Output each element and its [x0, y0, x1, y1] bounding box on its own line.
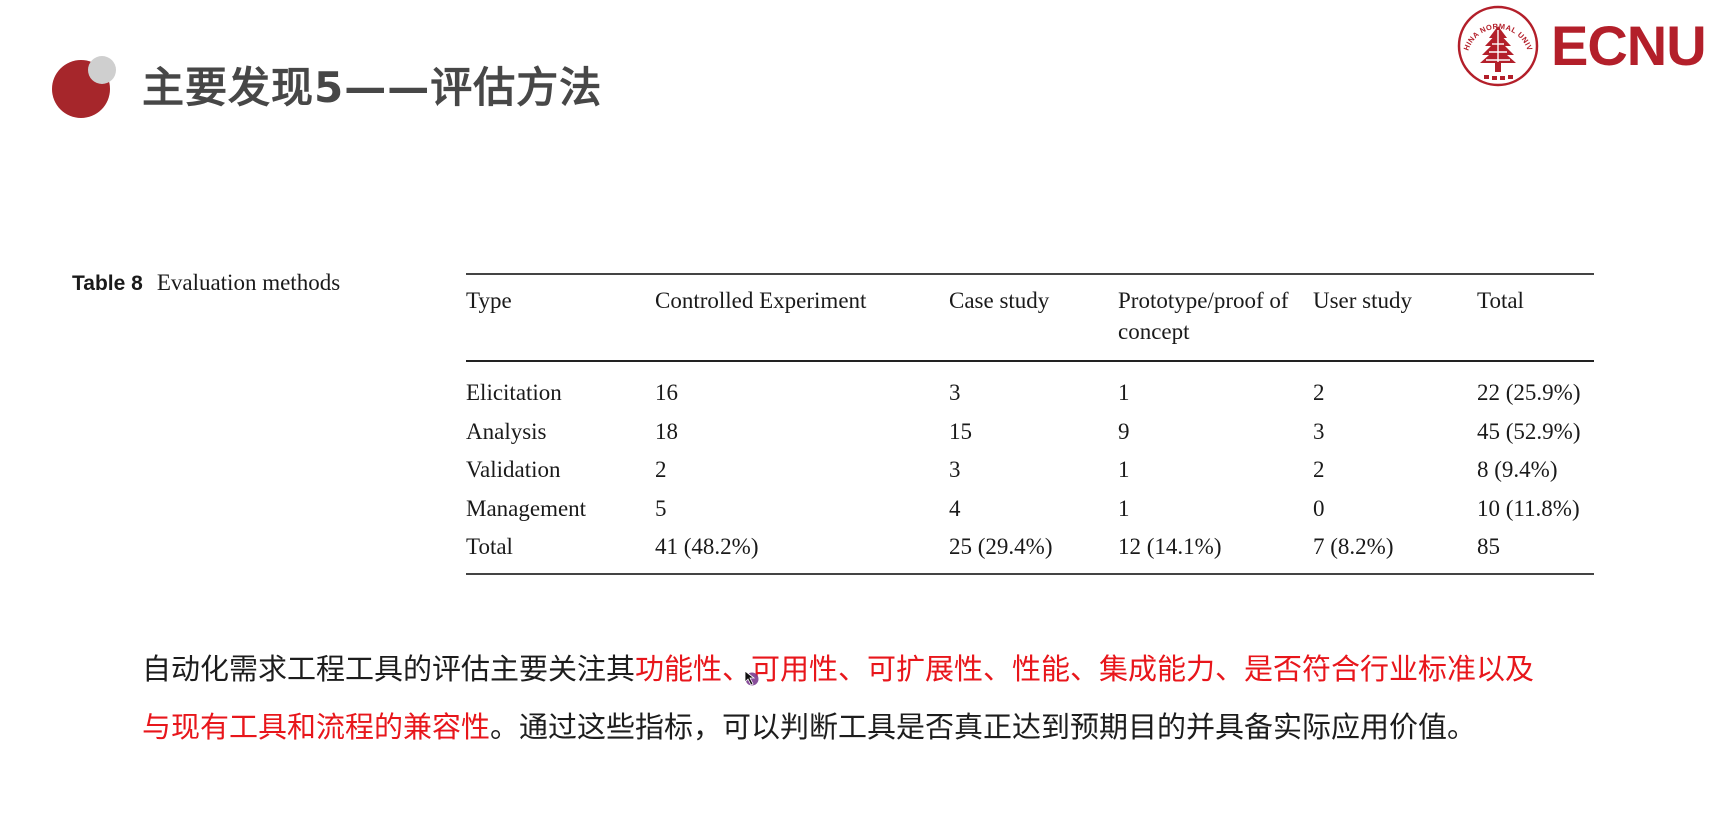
table-cell: 18	[655, 418, 678, 444]
university-seal-icon: EAST CHINA NORMAL UNIVERSITY	[1456, 4, 1539, 87]
table-cell: 2	[1313, 380, 1325, 406]
summary-paragraph: 自动化需求工程工具的评估主要关注其功能性、可用性、可扩展性、性能、集成能力、是否…	[142, 640, 1562, 756]
title-bullet-icon	[52, 56, 116, 118]
logo-wordmark: ECNU	[1551, 14, 1707, 77]
table-cell: 1	[1118, 495, 1130, 521]
table-caption-number: Table 8	[72, 272, 143, 295]
table-cell: 3	[949, 380, 961, 406]
table-cell: 2	[655, 457, 667, 483]
table-cell: 16	[655, 380, 678, 406]
paragraph-intro: 自动化需求工程工具的评估主要关注其	[142, 652, 636, 686]
table-cell: 85	[1477, 534, 1500, 560]
paragraph-highlight: 功能性、可用性、可扩展性、性能、集成能力、是否符合行业标准以及与现有工具和流程的…	[142, 652, 1535, 744]
table-cell: 12 (14.1%)	[1118, 534, 1222, 560]
evaluation-methods-table: Type Controlled Experiment Case study Pr…	[466, 273, 1594, 575]
table-row: Total 41 (48.2%) 25 (29.4%) 12 (14.1%) 7…	[466, 528, 1594, 574]
table-cell: 8 (9.4%)	[1477, 457, 1558, 483]
table-cell: Elicitation	[466, 380, 562, 406]
table-cell: 3	[1313, 418, 1325, 444]
table-cell: Total	[466, 534, 513, 560]
table-cell: 2	[1313, 457, 1325, 483]
table-cell: 4	[949, 495, 961, 521]
table-row: Elicitation 16 3 1 2 22 (25.9%)	[466, 361, 1594, 413]
table-cell: 0	[1313, 495, 1325, 521]
column-header: Prototype/proof of concept	[1118, 288, 1289, 344]
table-row: Management 5 4 1 0 10 (11.8%)	[466, 490, 1594, 529]
table-cell: 41 (48.2%)	[655, 534, 759, 560]
table-cell: 15	[949, 418, 972, 444]
table-cell: 9	[1118, 418, 1130, 444]
table-cell: 1	[1118, 380, 1130, 406]
table-row: Analysis 18 15 9 3 45 (52.9%)	[466, 413, 1594, 452]
table-cell: 45 (52.9%)	[1477, 418, 1581, 444]
table-caption-text: Evaluation methods	[156, 270, 341, 295]
table-cell: 3	[949, 457, 961, 483]
column-header: Total	[1477, 288, 1524, 313]
column-header: Controlled Experiment	[655, 288, 867, 313]
table-header-row: Type Controlled Experiment Case study Pr…	[466, 274, 1594, 361]
table-cell: Management	[466, 495, 587, 521]
table-cell: Analysis	[466, 418, 547, 444]
table-cell: 1	[1118, 457, 1130, 483]
slide-title: 主要发现5——评估方法	[142, 63, 603, 112]
table-cell: 10 (11.8%)	[1477, 495, 1580, 521]
column-header: Case study	[949, 288, 1050, 313]
pointer-cursor-icon	[744, 670, 759, 686]
table-cell: 25 (29.4%)	[949, 534, 1053, 560]
table-caption: Table 8 Evaluation methods	[72, 270, 340, 296]
paragraph-conclusion: 。通过这些指标，可以判断工具是否真正达到预期目的并具备实际应用价值。	[490, 710, 1477, 744]
table-cell: Validation	[466, 457, 561, 483]
table-cell: 5	[655, 495, 667, 521]
table-cell: 22 (25.9%)	[1477, 380, 1581, 406]
ecnu-logo: EAST CHINA NORMAL UNIVERSITY ECNU	[1452, 4, 1712, 88]
column-header: Type	[466, 288, 512, 313]
table-cell: 7 (8.2%)	[1313, 534, 1394, 560]
table-row: Validation 2 3 1 2 8 (9.4%)	[466, 451, 1594, 490]
column-header: User study	[1313, 288, 1413, 313]
